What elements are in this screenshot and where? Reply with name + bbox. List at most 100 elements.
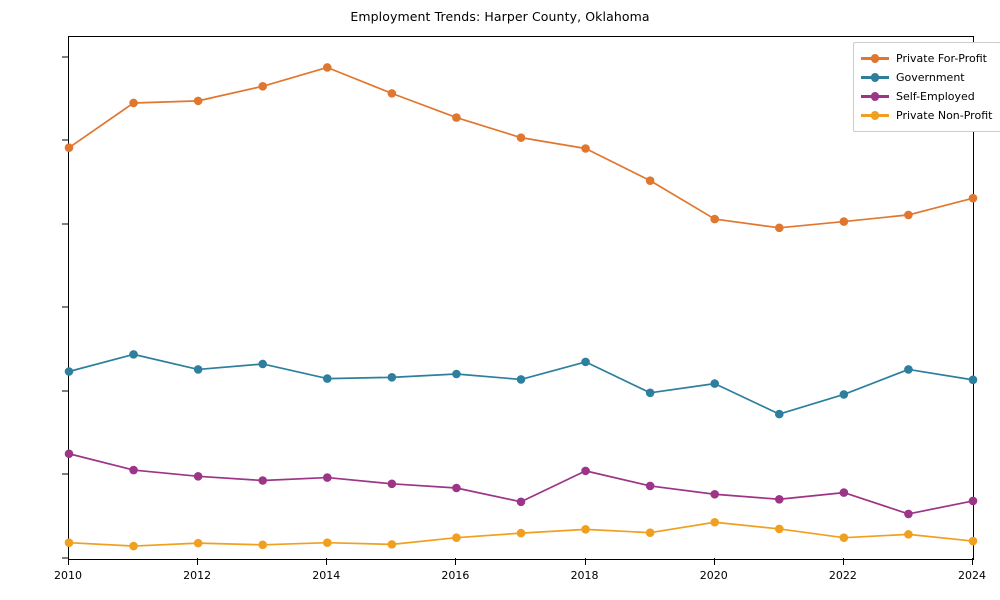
- y-tick-mark: [61, 56, 68, 58]
- x-tick-label: 2014: [312, 569, 341, 582]
- data-point: [774, 223, 784, 233]
- series-government: [64, 350, 978, 419]
- data-point: [839, 217, 849, 226]
- data-point: [774, 494, 784, 504]
- legend-label: Government: [896, 71, 965, 84]
- legend-marker-icon: [861, 110, 889, 122]
- x-tick-label: 2012: [183, 569, 212, 582]
- series-line: [68, 66, 974, 229]
- data-point: [516, 528, 526, 538]
- data-point: [258, 81, 268, 91]
- x-tick-mark: [68, 558, 69, 565]
- data-point: [387, 479, 397, 489]
- data-point: [581, 525, 590, 534]
- x-tick-mark: [842, 558, 844, 565]
- x-tick-label: 2020: [699, 569, 728, 582]
- data-point: [645, 176, 655, 185]
- x-tick-label: 2024: [958, 569, 986, 582]
- x-tick-label: 2022: [828, 569, 857, 582]
- data-point: [129, 98, 138, 108]
- x-tick-label: 2016: [441, 569, 470, 582]
- data-point: [516, 375, 526, 384]
- chart-legend: Private For-Profit Government Self-Employe…: [853, 42, 1000, 132]
- series-self-employed: [64, 449, 978, 519]
- legend-label: Self-Employed: [896, 90, 975, 103]
- legend-label: Private Non-Profit: [896, 109, 993, 122]
- data-point: [193, 472, 203, 481]
- data-point: [129, 465, 138, 475]
- data-point: [904, 509, 913, 519]
- data-point: [516, 133, 526, 142]
- x-tick-mark: [972, 558, 973, 565]
- data-point: [387, 540, 397, 549]
- data-point: [452, 113, 461, 122]
- x-tick-label: 2010: [54, 569, 82, 582]
- data-point: [904, 210, 913, 220]
- data-point: [387, 373, 397, 382]
- legend-item[interactable]: Self-Employed: [861, 87, 992, 106]
- data-point: [710, 379, 720, 388]
- data-point: [64, 367, 74, 376]
- data-point: [710, 214, 720, 224]
- x-tick-mark: [326, 558, 328, 565]
- data-point: [387, 89, 397, 98]
- series-lines: [64, 63, 978, 551]
- data-point: [774, 409, 784, 419]
- y-tick-mark: [61, 306, 68, 308]
- x-tick-label: 2018: [570, 569, 599, 582]
- x-tick-mark: [584, 558, 586, 565]
- legend-marker-icon: [861, 72, 889, 84]
- legend-item[interactable]: Private Non-Profit: [861, 106, 992, 125]
- legend-item[interactable]: Government: [861, 68, 992, 87]
- data-point: [581, 357, 590, 367]
- data-point: [904, 365, 913, 374]
- y-tick-mark: [61, 139, 68, 141]
- data-point: [258, 359, 268, 369]
- data-point: [64, 538, 74, 548]
- y-tick-mark: [61, 223, 68, 225]
- series-line: [68, 353, 974, 415]
- plot-area: [64, 36, 978, 560]
- data-point: [64, 143, 74, 152]
- series-private-non-profit: [64, 517, 978, 551]
- y-tick-mark: [61, 557, 68, 559]
- data-point: [322, 538, 332, 548]
- data-point: [452, 369, 461, 379]
- data-point: [839, 390, 849, 399]
- x-tick-mark: [197, 558, 199, 565]
- data-point: [968, 193, 978, 203]
- data-point: [322, 63, 332, 72]
- data-point: [645, 388, 655, 398]
- data-point: [193, 538, 203, 548]
- data-point: [904, 530, 913, 539]
- data-point: [710, 517, 720, 527]
- legend-marker-icon: [861, 91, 889, 103]
- x-tick-mark: [713, 558, 715, 565]
- data-point: [968, 496, 978, 506]
- data-point: [581, 466, 590, 476]
- data-point: [258, 540, 268, 550]
- legend-label: Private For-Profit: [896, 52, 987, 65]
- data-point: [193, 96, 203, 106]
- data-point: [322, 374, 332, 383]
- data-point: [516, 497, 526, 507]
- data-point: [839, 488, 849, 497]
- data-point: [581, 144, 590, 153]
- data-point: [968, 536, 978, 546]
- y-tick-mark: [61, 390, 68, 392]
- x-tick-mark: [455, 558, 457, 565]
- data-point: [645, 528, 655, 537]
- chart-title: Employment Trends: Harper County, Oklaho…: [350, 9, 650, 24]
- data-point: [129, 541, 138, 551]
- data-point: [258, 476, 268, 485]
- data-point: [710, 489, 720, 499]
- legend-marker-icon: [861, 53, 889, 65]
- series-private-for-profit: [64, 63, 978, 233]
- data-point: [193, 365, 203, 374]
- data-point: [968, 375, 978, 385]
- data-point: [774, 524, 784, 534]
- legend-item[interactable]: Private For-Profit: [861, 49, 992, 68]
- data-point: [452, 483, 461, 493]
- data-point: [64, 449, 74, 459]
